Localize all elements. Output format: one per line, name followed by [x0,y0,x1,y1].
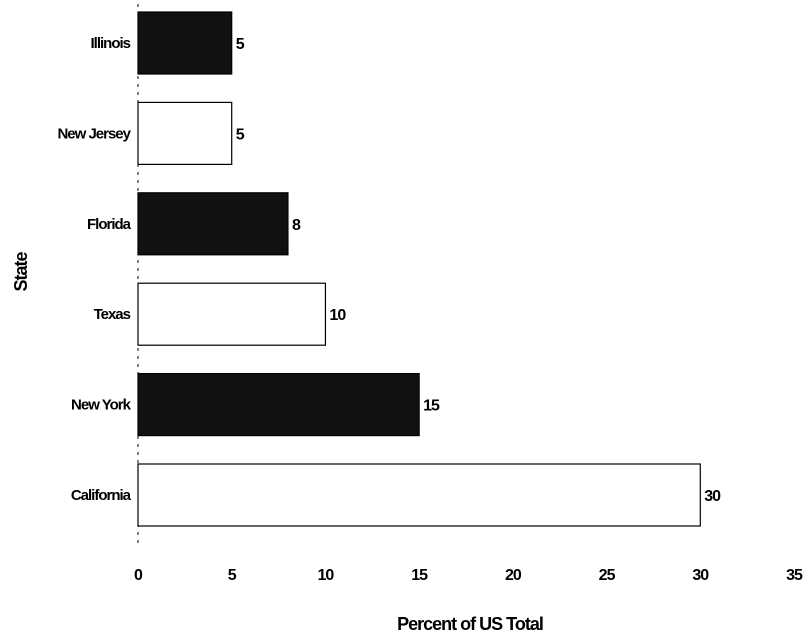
x-tick-label: 30 [692,567,709,584]
x-tick-label: 15 [411,567,428,584]
category-label: New York [71,397,132,414]
category-label: California [71,487,132,504]
bar-california [137,463,701,527]
category-label: Florida [87,216,132,233]
category-label: Illinois [90,35,130,52]
category-label: Texas [94,306,131,323]
x-tick-label: 0 [134,567,143,584]
x-tick-label: 5 [228,567,237,584]
data-label: 5 [236,126,245,143]
data-label: 15 [423,398,440,415]
data-label: 5 [236,36,245,53]
y-axis-title: State [11,252,31,292]
x-tick-label: 25 [599,567,616,584]
bar-texas [137,282,327,346]
data-label: 10 [329,307,346,324]
data-label: 8 [292,217,301,234]
x-tick-label: 35 [786,567,803,584]
bar-new-york [137,373,420,437]
bar-florida [137,192,289,256]
x-axis-title: Percent of US Total [397,614,543,634]
bar-illinois [137,11,233,75]
x-tick-label: 20 [505,567,522,584]
category-label: New Jersey [57,125,131,142]
x-tick-label: 10 [318,567,335,584]
bars-group: Illinois 5 New Jersey 5 Florida 8 Texas 10 New Y… [57,11,722,527]
data-label: 30 [704,488,721,505]
x-tick-labels: 0 5 10 15 20 25 30 35 [134,567,804,584]
bar-new-jersey [137,101,233,166]
